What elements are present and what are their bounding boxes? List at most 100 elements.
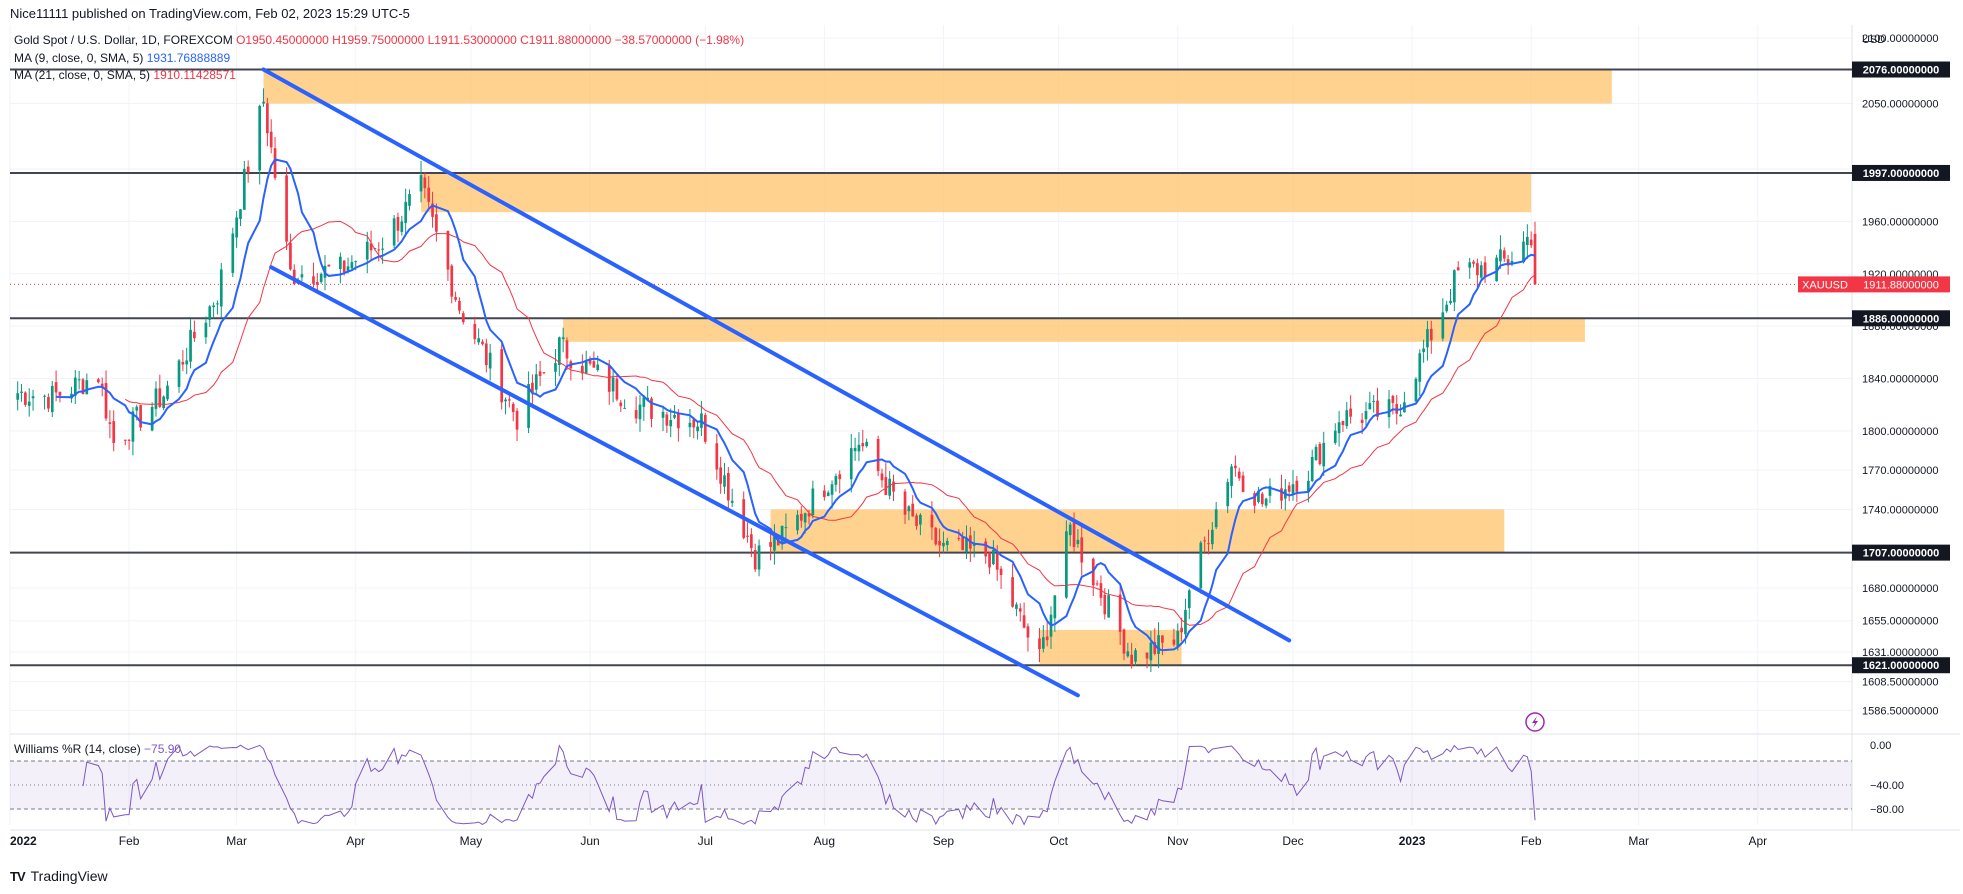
candle-body [1253, 493, 1256, 506]
candle-body [1387, 399, 1391, 418]
candle-body [1479, 265, 1483, 278]
candle-body [365, 241, 369, 260]
candle-body [542, 372, 546, 374]
candle-body [1072, 522, 1076, 547]
level-badge [1852, 164, 1950, 181]
candle-body [715, 443, 719, 470]
candle-body [1418, 353, 1422, 382]
candle-body [1153, 642, 1157, 654]
price-tick-label: 1680.00000000 [1862, 583, 1938, 595]
candle-body [915, 515, 918, 527]
candle-body [1476, 263, 1479, 276]
price-tick-label: 1960.00000000 [1862, 216, 1938, 228]
candle-body [1280, 488, 1283, 501]
candle-body [1525, 236, 1529, 246]
candle-body [1268, 485, 1272, 496]
candle-body [919, 514, 922, 525]
candle-body [1172, 639, 1176, 645]
candle-body [1414, 378, 1418, 402]
candle-body [1226, 482, 1230, 507]
price-tick-label: 1586.50000000 [1862, 705, 1938, 717]
candle-body [677, 413, 680, 429]
candle-body [588, 358, 592, 364]
candle-body [1295, 480, 1299, 492]
candle-body [992, 549, 995, 565]
candle-body [1422, 348, 1425, 353]
candle-body [538, 371, 542, 376]
candle-body [1053, 595, 1057, 619]
candle-body [458, 300, 461, 311]
candle-body [857, 444, 861, 452]
williams-legend: Williams %R (14, close) −75.90 [14, 742, 181, 756]
candle-body [884, 477, 888, 496]
price-tick-label: 2100.00000000 [1862, 33, 1938, 45]
candle-body [1015, 604, 1018, 609]
time-tick-label: Apr [346, 834, 365, 848]
candle-body [1452, 270, 1456, 303]
williams-tick-label: −40.00 [1870, 780, 1904, 792]
candle-body [584, 360, 588, 374]
candle-body [650, 398, 653, 419]
candle-body [1310, 457, 1314, 482]
candle-body [508, 399, 511, 401]
candle-body [726, 473, 730, 501]
level-badge-label: 1997.00000000 [1863, 168, 1939, 180]
candle-body [692, 419, 696, 428]
candle-body [642, 397, 646, 407]
candle-body [1130, 654, 1134, 666]
candle-body [1376, 400, 1379, 417]
candle-body [408, 194, 411, 206]
time-tick-label: Sep [933, 834, 955, 848]
level-badge-label: 1621.00000000 [1863, 660, 1939, 672]
candle-body [1318, 443, 1322, 465]
candle-body [1468, 262, 1472, 268]
candle-body [1187, 590, 1191, 609]
price-tick-label: 1631.00000000 [1862, 647, 1938, 659]
candle-body [181, 361, 185, 365]
candle-body [1502, 250, 1506, 259]
price-tick-label: 1740.00000000 [1862, 504, 1938, 516]
candle-body [1203, 540, 1206, 542]
candle-body [623, 407, 626, 409]
candle-body [43, 395, 46, 397]
candle-body [135, 406, 139, 411]
candle-body [557, 337, 561, 365]
level-badge [1852, 61, 1950, 78]
candle-body [477, 338, 480, 343]
candle-body [269, 131, 273, 148]
candle-body [1149, 642, 1153, 661]
candle-body [16, 393, 20, 400]
candle-body [1126, 651, 1130, 657]
candle-body [892, 481, 895, 492]
candle-body [880, 473, 884, 481]
candle-body [669, 420, 673, 427]
ohlc-values: O1950.45000000 H1959.75000000 L1911.5300… [236, 33, 745, 47]
candle-body [1045, 636, 1049, 641]
candle-body [723, 475, 726, 487]
candle-body [350, 262, 354, 269]
candle-body [112, 421, 116, 444]
zone-1 [263, 69, 1612, 104]
candle-body [1349, 408, 1352, 417]
candle-body [24, 392, 27, 405]
candle-body [1157, 635, 1160, 654]
candle-body [638, 404, 642, 420]
candle-body [849, 448, 853, 480]
candle-body [565, 340, 569, 359]
candle-body [139, 405, 142, 428]
ma9-value: 1931.76888889 [146, 51, 231, 65]
candle-body [1449, 300, 1452, 304]
candle-body [753, 550, 757, 570]
candle-body [342, 260, 346, 273]
candle-body [400, 221, 404, 232]
candle-body [1199, 542, 1203, 589]
time-tick-label: Apr [1748, 834, 1767, 848]
candle-body [339, 256, 342, 269]
candle-body [1180, 627, 1183, 633]
candle-body [861, 443, 865, 447]
symbol-badge [1798, 276, 1852, 293]
candle-body [1214, 509, 1218, 528]
currency-label: USD [1862, 34, 1885, 46]
candle-body [1234, 465, 1237, 469]
